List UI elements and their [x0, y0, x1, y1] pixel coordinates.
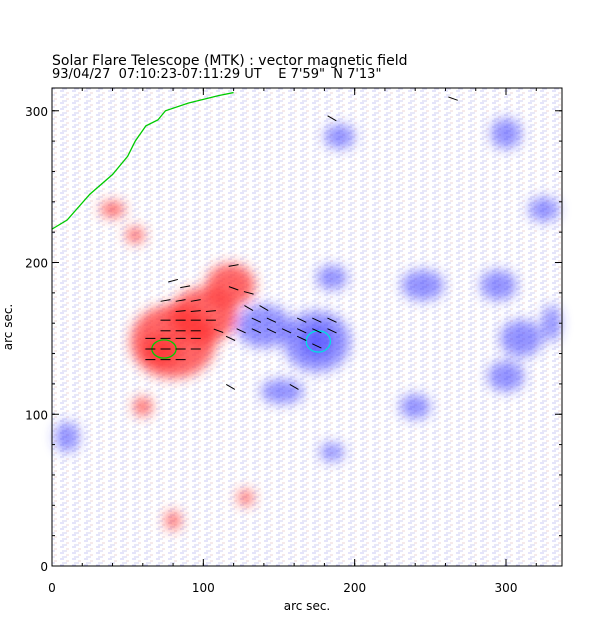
negative-polarity-region	[55, 421, 80, 453]
polarity-regions	[55, 118, 561, 530]
negative-polarity-region	[260, 379, 304, 404]
field-vector	[225, 335, 236, 341]
positive-polarity-region	[142, 335, 180, 366]
x-axis-title: arc sec.	[284, 599, 330, 613]
positive-polarity-region	[238, 490, 254, 506]
figure-subtitle: 93/04/27 07:10:23-07:11:29 UT E 7'59" N …	[52, 67, 381, 82]
field-vector	[244, 305, 254, 311]
y-tick-label: 300	[25, 105, 48, 119]
x-tick-label: 300	[495, 581, 518, 595]
negative-polarity-region	[480, 270, 517, 301]
x-tick-label: 100	[192, 581, 215, 595]
negative-polarity-region	[542, 304, 561, 342]
field-vector	[190, 310, 201, 313]
field-vector	[327, 317, 337, 323]
field-vector	[312, 317, 322, 323]
negative-polarity-region	[400, 394, 431, 419]
field-vector	[266, 328, 277, 334]
plot-area	[51, 87, 563, 567]
negative-polarity-region	[316, 265, 348, 290]
x-tick-label: 0	[48, 581, 56, 595]
positive-polarity-region	[100, 201, 125, 217]
y-tick-label: 200	[25, 257, 48, 271]
field-vector	[296, 328, 307, 334]
negative-polarity-region	[528, 197, 559, 222]
negative-polarity-region	[499, 320, 543, 357]
x-tick-label: 200	[343, 581, 366, 595]
field-vector	[266, 317, 277, 323]
y-tick-label: 0	[40, 560, 48, 574]
y-tick-label: 100	[25, 408, 48, 422]
negative-polarity-region	[401, 270, 444, 301]
sunspot-contour	[305, 330, 332, 353]
x-axis: 0 100 200 300	[48, 88, 537, 595]
field-vector	[175, 310, 186, 313]
field-vector	[259, 305, 269, 311]
field-vector	[236, 328, 246, 334]
field-vector	[327, 328, 337, 334]
y-axis-title: arc sec.	[1, 304, 15, 350]
negative-polarity-region	[324, 124, 355, 149]
time-range: 93/04/27 07:10:23-07:11:29 UT	[52, 67, 262, 82]
field-vector	[448, 96, 458, 101]
vector-field	[145, 96, 458, 390]
field-vector	[228, 264, 239, 267]
negative-polarity-region	[490, 118, 522, 149]
negative-polarity-region	[319, 443, 345, 462]
y-axis: 0 100 200 300	[25, 105, 562, 574]
plot-frame	[51, 87, 563, 567]
field-vector	[251, 317, 262, 323]
field-vector	[213, 328, 224, 333]
pointing-position: E 7'59" N 7'13"	[278, 67, 382, 82]
field-vector	[225, 384, 236, 390]
negative-polarity-region	[487, 361, 525, 392]
field-vector	[289, 384, 299, 390]
field-vector	[243, 291, 254, 295]
field-vector	[175, 299, 186, 302]
field-vector	[180, 285, 191, 289]
positive-polarity-region	[133, 397, 152, 416]
field-vector	[327, 115, 337, 122]
field-vector	[228, 286, 239, 291]
negative-polarity-region	[236, 304, 292, 348]
field-vector	[205, 310, 216, 313]
field-vector	[296, 317, 307, 323]
positive-polarity-region	[206, 264, 255, 307]
field-vector	[160, 299, 171, 302]
positive-polarity-region	[126, 227, 145, 243]
positive-polarity-region	[165, 511, 181, 530]
field-vector	[312, 328, 322, 334]
field-vector	[251, 328, 262, 334]
figure-title: Solar Flare Telescope (MTK) : vector mag…	[52, 53, 408, 69]
field-vector	[190, 299, 201, 302]
plage-contour-line	[51, 91, 234, 230]
field-vector	[296, 335, 307, 341]
field-vector	[281, 328, 292, 334]
field-vector	[312, 343, 322, 349]
field-vector	[168, 278, 179, 283]
